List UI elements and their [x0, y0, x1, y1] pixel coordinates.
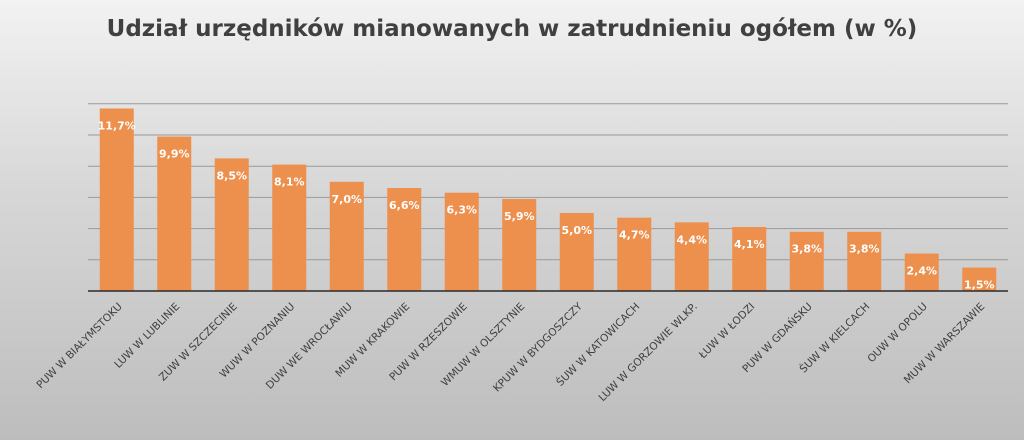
category-tick-label: ŁUW W ŁODZI: [696, 301, 757, 362]
data-label: 4,1%: [734, 238, 765, 251]
data-label: 11,7%: [98, 119, 136, 132]
data-label: 9,9%: [159, 148, 190, 161]
bar: [847, 231, 882, 291]
data-label: 6,6%: [389, 199, 420, 212]
data-label: 5,9%: [504, 210, 535, 223]
bar: [272, 164, 307, 291]
bar: [904, 253, 939, 291]
bar: [789, 231, 824, 291]
bar: [444, 192, 479, 291]
bar: [157, 136, 192, 291]
data-label: 4,7%: [619, 229, 650, 242]
bar: [962, 267, 997, 291]
data-label: 4,4%: [676, 233, 707, 246]
category-tick-label: OUW W OPOLU: [865, 301, 930, 366]
data-label: 8,5%: [216, 169, 247, 182]
category-tick-label: PUW W BIAŁYMSTOKU: [34, 301, 124, 391]
data-label: 8,1%: [274, 176, 305, 189]
bar: [559, 213, 594, 291]
data-label: 6,3%: [446, 204, 477, 217]
bar: [617, 217, 652, 291]
bar: [329, 181, 364, 291]
data-label: 7,0%: [331, 193, 362, 206]
bar: [214, 158, 249, 291]
data-label: 3,8%: [849, 243, 880, 256]
bar: [502, 198, 537, 291]
bar: [674, 222, 709, 291]
bar: [387, 188, 422, 291]
bar: [99, 108, 134, 291]
chart-title: Udział urzędników mianowanych w zatrudni…: [106, 16, 918, 42]
data-label: 3,8%: [791, 243, 822, 256]
data-label: 5,0%: [561, 224, 592, 237]
data-label: 2,4%: [906, 265, 937, 278]
bar: [732, 227, 767, 291]
category-tick-label: LUW W GORZOWIE WLKP.: [596, 301, 699, 404]
data-label: 1,5%: [964, 279, 995, 292]
